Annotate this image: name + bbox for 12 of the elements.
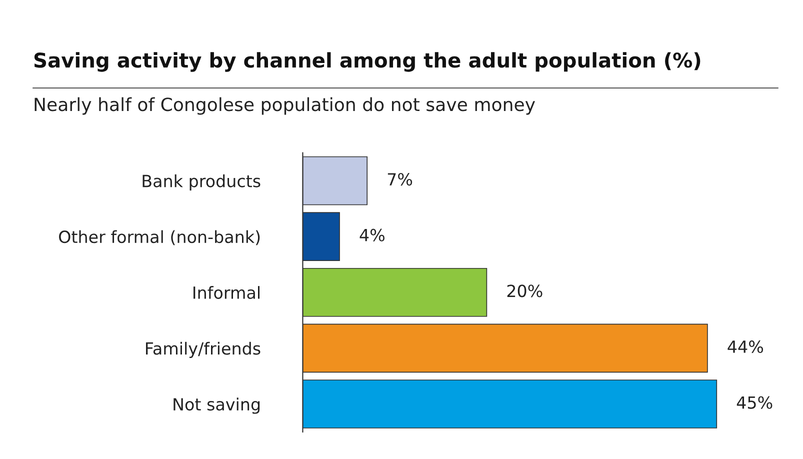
chart-subtitle: Nearly half of Congolese population do not save money: [34, 97, 536, 115]
data-label: 44%: [728, 340, 764, 354]
data-label: 45%: [736, 396, 772, 409]
y-tick-label: Not saving: [174, 398, 260, 414]
data-label: 7%: [388, 172, 412, 186]
chart-title: Saving activity by channel among the adult population (%): [34, 52, 700, 72]
data-label: 4%: [360, 228, 384, 242]
data-label: 20%: [507, 284, 542, 298]
y-tick-label: Bank products: [142, 174, 260, 191]
y-tick-label: Informal: [194, 286, 260, 299]
y-tick-label: Other formal (non-bank): [59, 230, 260, 246]
y-tick-label: Family/friends: [146, 342, 260, 358]
